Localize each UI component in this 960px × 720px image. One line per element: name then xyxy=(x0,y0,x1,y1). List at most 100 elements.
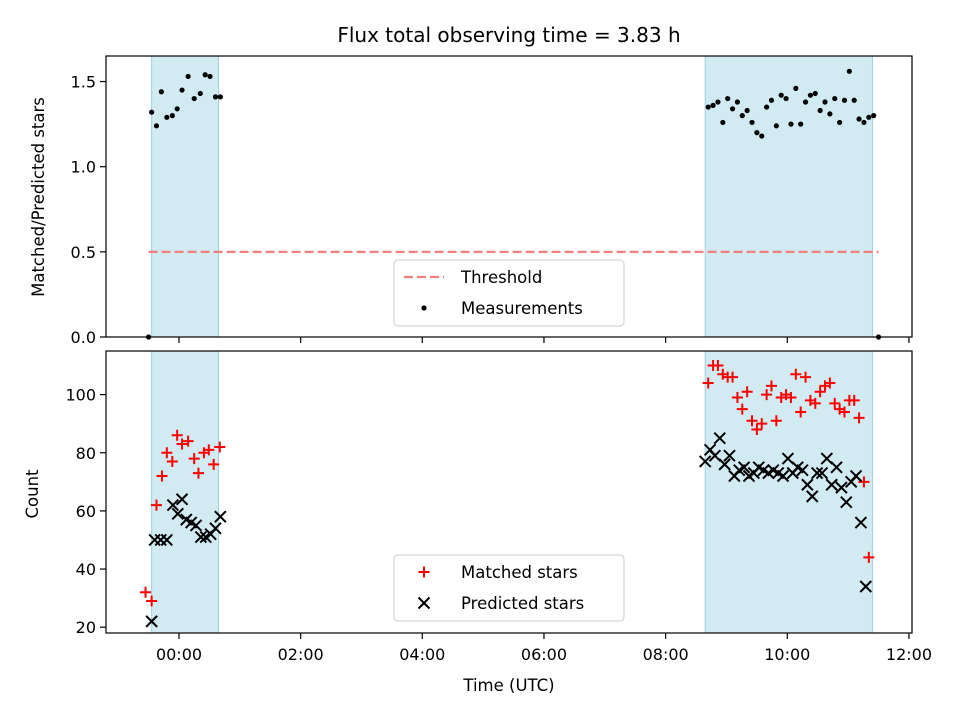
top-y-tick-label: 1.0 xyxy=(71,158,96,177)
legend-measurements-swatch xyxy=(421,305,427,311)
predicted-stars-point xyxy=(815,466,829,480)
top-axes-frame xyxy=(105,55,913,338)
matched-stars-point xyxy=(192,467,204,479)
matched-stars-point xyxy=(785,392,797,404)
measurement-point xyxy=(788,121,794,127)
top-panel: 0.0 0.5 1.0 1.5 Threshold Measurements xyxy=(71,55,913,347)
matched-stars-point xyxy=(858,476,870,488)
predicted-stars-point xyxy=(175,493,189,506)
measurement-point xyxy=(153,123,160,129)
measurement-point xyxy=(202,72,208,78)
predicted-stars-point xyxy=(160,533,174,547)
measurement-point xyxy=(773,123,779,129)
bottom-y-tick-label: 100 xyxy=(65,386,96,405)
matched-stars-point xyxy=(156,470,168,482)
measurement-point xyxy=(710,102,716,108)
bottom-observing-interval xyxy=(704,350,873,634)
predicted-stars-point xyxy=(166,498,180,512)
measurement-point xyxy=(720,119,726,126)
measurement-point xyxy=(802,99,809,105)
measurement-point xyxy=(158,89,164,95)
measurement-point xyxy=(749,119,755,126)
measurement-point xyxy=(197,90,203,97)
predicted-stars-point xyxy=(737,461,751,474)
x-tick-label: 02:00 xyxy=(278,645,324,664)
measurement-point xyxy=(744,107,750,114)
predicted-stars-point xyxy=(698,455,712,468)
matched-stars-point xyxy=(188,453,200,465)
measurement-point xyxy=(871,113,877,119)
measurement-point xyxy=(822,99,828,105)
bottom-panel: 20 40 60 80 100 00:00 02:00 04:00 06:00 08:00 10:0… xyxy=(65,350,932,664)
measurement-point xyxy=(866,114,872,120)
measurement-point xyxy=(725,95,731,102)
matched-stars-point xyxy=(790,368,802,380)
matched-stars-point xyxy=(838,406,850,418)
bottom-y-tick-label: 80 xyxy=(76,444,96,463)
matched-stars-point xyxy=(166,455,178,467)
measurement-point xyxy=(768,97,775,103)
x-tick-label: 08:00 xyxy=(643,645,689,664)
matched-stars-point xyxy=(731,392,743,404)
measurement-point xyxy=(164,114,170,120)
top-y-tick-label: 1.5 xyxy=(71,73,96,92)
top-observing-interval xyxy=(151,55,220,338)
matched-stars-point xyxy=(848,394,860,406)
matched-stars-point xyxy=(853,412,865,424)
measurement-point xyxy=(812,90,818,97)
matched-stars-point xyxy=(182,435,194,447)
measurement-point xyxy=(827,111,833,117)
top-observing-interval xyxy=(704,55,873,338)
predicted-stars-point xyxy=(796,463,809,477)
matched-stars-point xyxy=(765,380,777,392)
matched-stars-point xyxy=(863,551,875,563)
predicted-stars-point xyxy=(801,478,814,491)
matched-stars-point xyxy=(751,423,763,435)
predicted-stars-point xyxy=(713,432,726,445)
x-tick-label: 04:00 xyxy=(399,645,445,664)
measurement-point xyxy=(705,104,711,110)
bottom-legend-label: Predicted stars xyxy=(461,594,584,613)
matched-stars-point xyxy=(761,389,773,401)
bottom-observing-interval xyxy=(151,350,220,634)
bottom-legend-box xyxy=(393,554,625,622)
bottom-legend-label: Matched stars xyxy=(461,563,578,582)
predicted-stars-point xyxy=(708,449,722,462)
matched-stars-point xyxy=(727,371,739,383)
measurement-point xyxy=(807,92,814,98)
predicted-stars-point xyxy=(835,481,848,494)
bottom-y-tick-label: 20 xyxy=(76,618,96,637)
predicted-stars-point xyxy=(776,469,790,483)
predicted-stars-point xyxy=(194,530,208,544)
matched-stars-point xyxy=(756,418,768,430)
top-y-axis-label: Matched/Predicted stars xyxy=(29,97,48,297)
matched-stars-point xyxy=(702,377,714,389)
predicted-stars-point xyxy=(781,452,795,465)
measurement-point xyxy=(861,119,867,126)
measurement-point xyxy=(793,85,799,91)
matched-stars-point xyxy=(208,458,220,470)
measurement-point xyxy=(783,95,789,102)
top-legend-label: Measurements xyxy=(461,299,583,318)
measurement-point xyxy=(851,97,857,103)
matched-stars-point xyxy=(161,447,173,459)
matched-stars-point xyxy=(146,595,158,607)
measurement-point xyxy=(817,107,823,114)
predicted-stars-point xyxy=(849,469,863,483)
legend-matched-swatch xyxy=(418,566,430,578)
predicted-stars-point xyxy=(859,580,872,593)
matched-stars-point xyxy=(203,444,215,456)
matched-stars-point xyxy=(150,499,162,511)
chart-title: Flux total observing time = 3.83 h xyxy=(337,23,680,47)
predicted-stars-point xyxy=(189,519,203,532)
matched-stars-point xyxy=(741,386,753,398)
bottom-y-axis-label: Count xyxy=(23,469,42,519)
measurement-point xyxy=(174,106,180,112)
matched-stars-point xyxy=(824,377,836,389)
x-tick-label: 00:00 xyxy=(156,645,202,664)
bottom-axes-frame xyxy=(105,350,913,634)
measurement-point xyxy=(759,133,765,139)
top-y-tick-label: 0.0 xyxy=(71,328,96,347)
matched-stars-point xyxy=(795,406,807,418)
measurement-point xyxy=(217,94,223,100)
